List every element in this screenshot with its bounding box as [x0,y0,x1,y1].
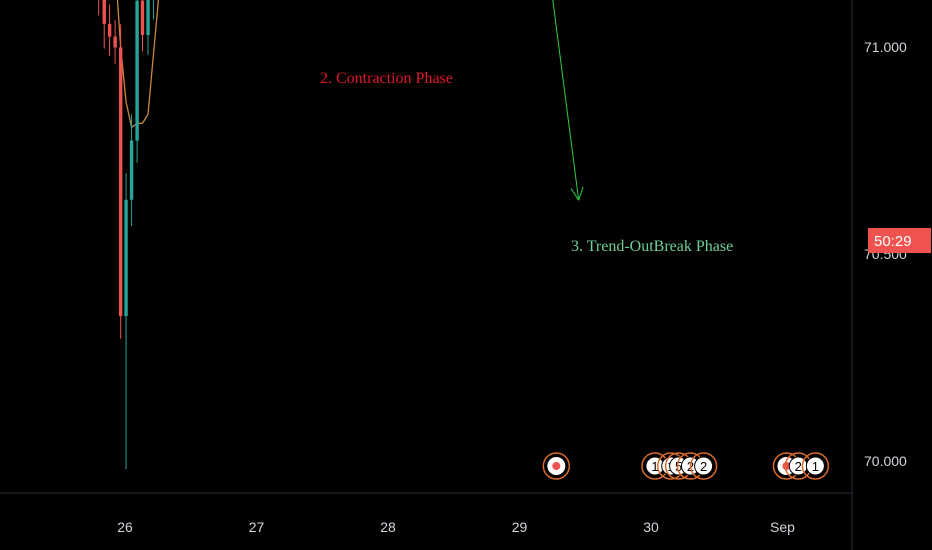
candle-body [135,0,139,141]
event-marker-0 [542,452,571,480]
candle-body [102,0,106,24]
event-ring [542,452,571,480]
candle-24 [129,114,134,227]
candle-25 [135,0,139,163]
candle-19 [102,0,106,49]
event-markers: 1152221 [542,452,830,480]
y-tick-label: 70.000 [864,453,907,469]
event-ring [689,452,718,480]
event-count: 1 [651,459,658,474]
event-dot [552,462,561,470]
event-count: 2 [700,459,707,474]
x-tick-label: 27 [249,519,265,535]
moving-average [116,0,160,129]
breakout-arrow [552,0,584,201]
event-count: 1 [812,459,819,474]
event-dot [782,462,791,470]
event-badge [805,456,825,476]
event-badge [694,456,714,476]
candle-body [118,47,123,317]
candle-27 [146,0,150,55]
candle-body [124,199,128,317]
x-tick-label: 28 [380,519,396,535]
candle-21 [113,20,117,64]
y-tick-label: 71.000 [864,39,907,55]
candle-18 [98,0,100,16]
arrow-shaft [552,0,580,201]
candle-23 [124,173,128,470]
time-axis[interactable]: 26 27 28 29 30 Sep [117,519,795,535]
x-tick-label: 26 [117,519,133,535]
event-marker-5: 2 [689,452,718,480]
countdown-value: 50:29 [874,233,912,250]
event-count: 5 [675,459,682,474]
candle-22 [118,24,123,339]
price-axis-area[interactable] [852,0,932,550]
price-badges: 71.23450:29 [868,228,931,253]
arrow-head-right [570,188,580,201]
candle-body [146,0,150,35]
candle-body [113,36,117,48]
candle-body [140,0,145,35]
arrow-head-left [578,186,584,201]
x-tick-label: 30 [643,519,659,535]
candle-body [129,140,134,200]
x-tick-label: Sep [770,519,795,535]
candles [98,0,155,470]
annotations: 2. Contraction Phase 3. Trend-OutBreak Ph… [320,70,733,255]
contraction-phase-label: 2. Contraction Phase [320,70,453,87]
event-count: 2 [795,459,802,474]
candle-body [107,23,112,37]
candle-20 [107,4,112,57]
breakout-phase-label: 3. Trend-OutBreak Phase [571,238,733,255]
ma-line [116,0,160,129]
event-marker-8: 1 [801,452,830,480]
x-tick-label: 29 [512,519,528,535]
countdown-badge [868,228,931,253]
candle-26 [140,0,145,52]
event-ring [801,452,830,480]
candle-28 [153,0,155,20]
